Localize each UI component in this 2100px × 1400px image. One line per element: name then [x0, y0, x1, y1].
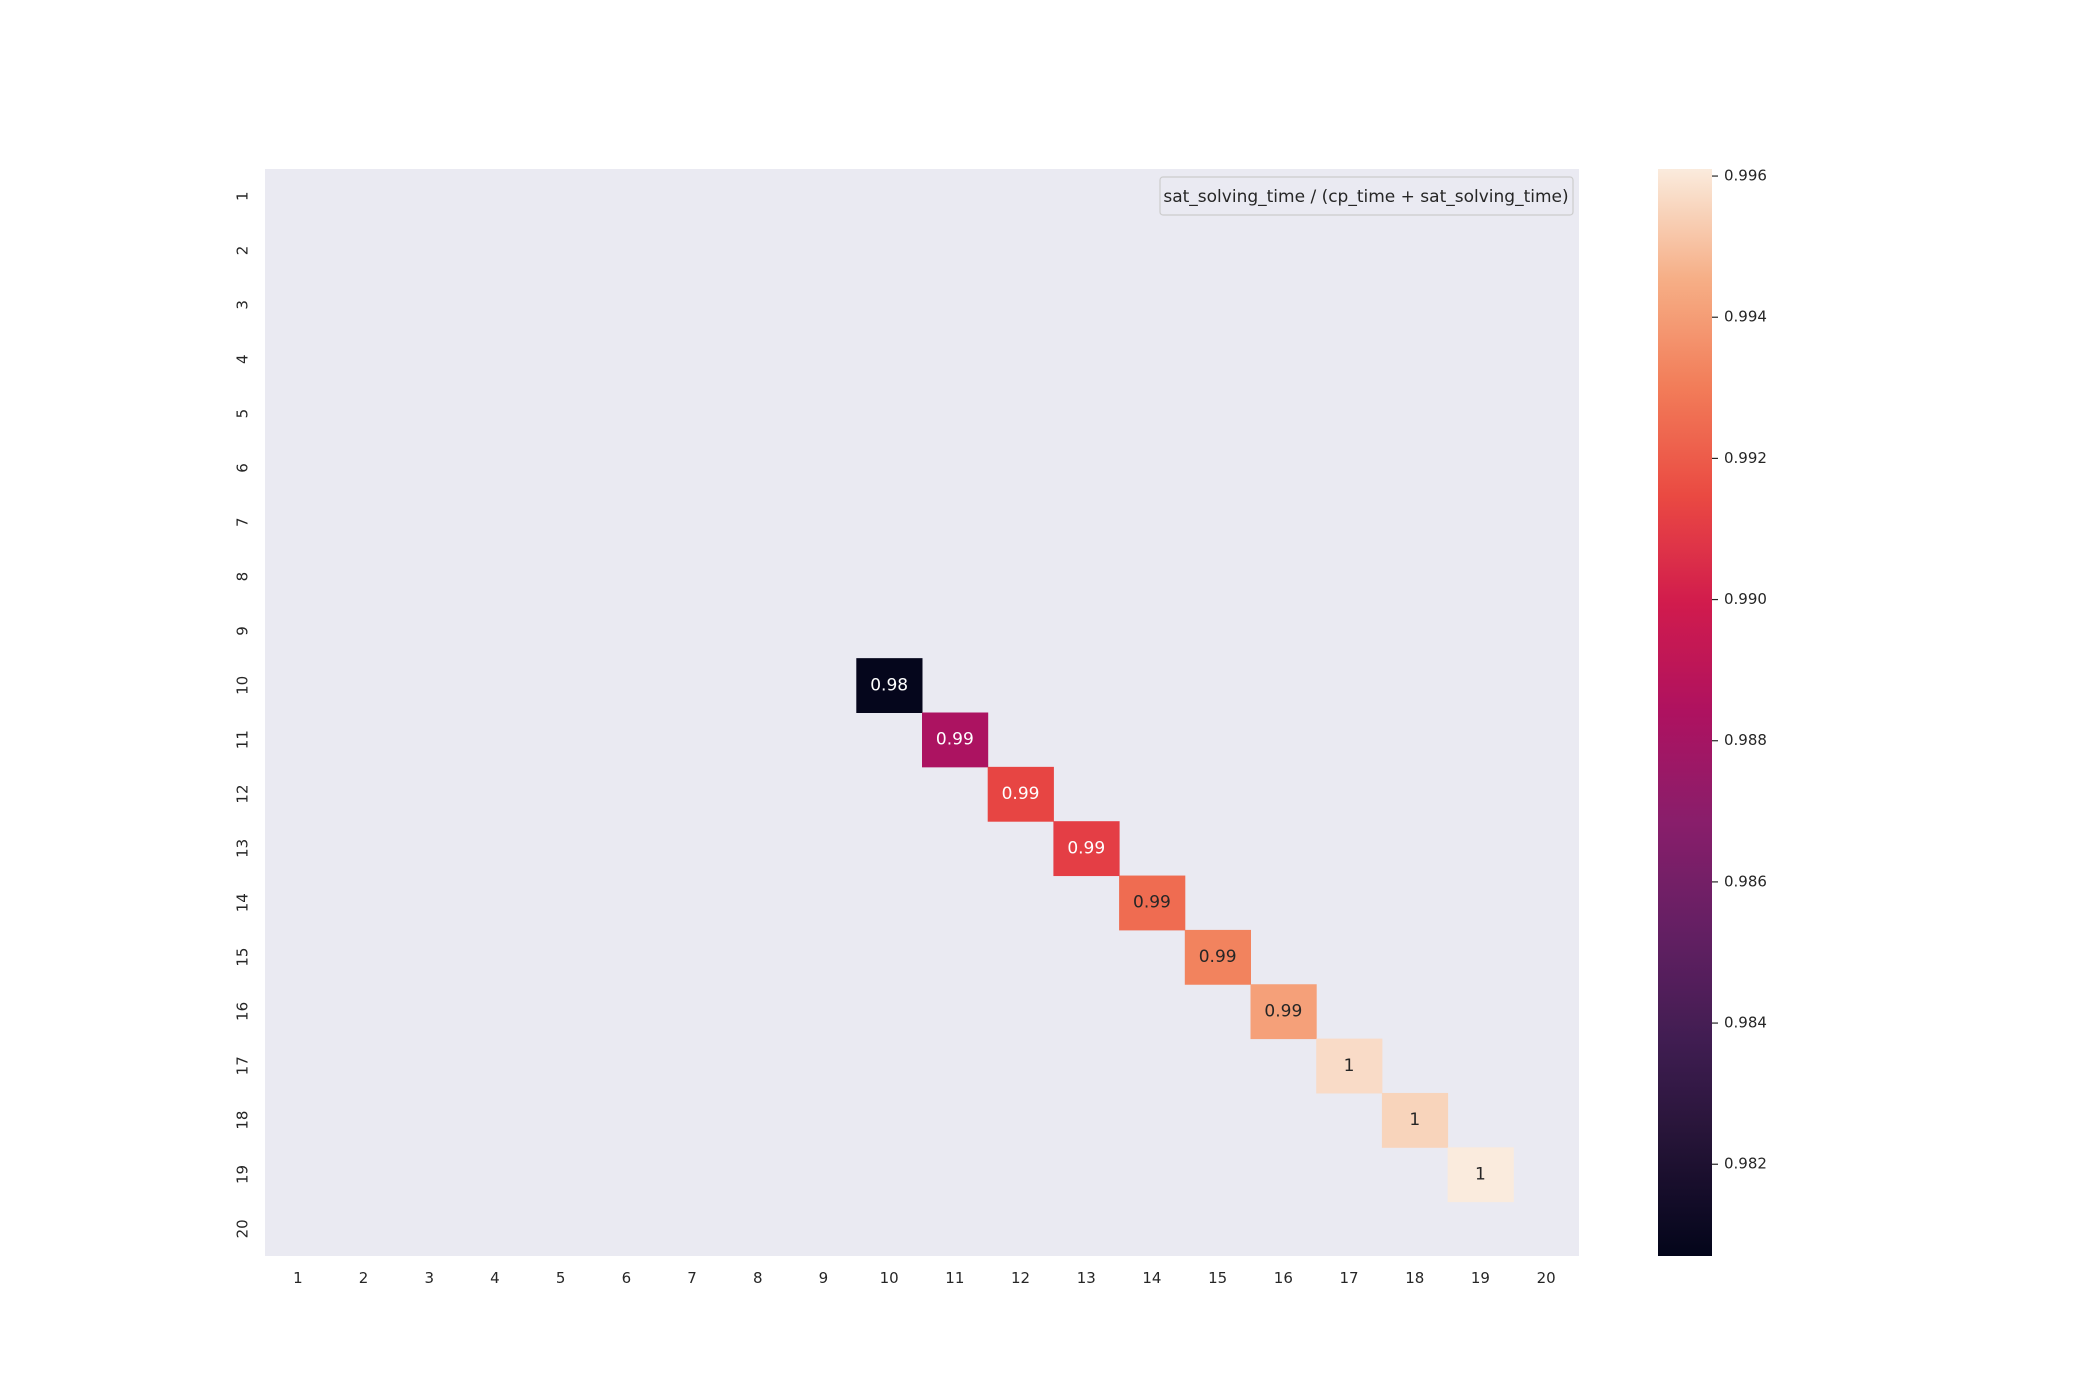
cell-value-label: 0.99 — [1264, 1001, 1302, 1021]
y-tick-label: 2 — [234, 246, 252, 256]
colorbar: 0.982 0.984 0.986 0.988 0.990 0.992 0.994 0.996 — [1658, 167, 1767, 1256]
y-tick-label: 10 — [234, 676, 252, 695]
y-tick-label: 1 — [234, 191, 252, 201]
cell-value-label: 0.99 — [1133, 893, 1171, 913]
cell-value-label: 1 — [1409, 1110, 1420, 1130]
x-tick-label: 6 — [622, 1269, 632, 1287]
legend-label: sat_solving_time / (cp_time + sat_solvin… — [1163, 187, 1568, 207]
y-tick-label: 4 — [234, 354, 252, 364]
colorbar-tick-label: 0.994 — [1724, 308, 1767, 326]
y-tick-label: 9 — [234, 626, 252, 636]
cell-value-label: 0.99 — [1067, 838, 1105, 858]
y-tick-label: 8 — [234, 572, 252, 582]
x-tick-label: 20 — [1537, 1269, 1556, 1287]
x-tick-label: 7 — [687, 1269, 697, 1287]
colorbar-tick-label: 0.996 — [1724, 167, 1767, 185]
x-tick-label: 8 — [753, 1269, 763, 1287]
x-tick-label: 3 — [424, 1269, 434, 1287]
heatmap-cell — [987, 766, 1054, 822]
colorbar-gradient — [1658, 169, 1712, 1256]
x-tick-label: 13 — [1077, 1269, 1096, 1287]
colorbar-tick-label: 0.988 — [1724, 731, 1767, 749]
heatmap-cells: 0.98 0.99 0.99 0.99 0.99 0.99 0.99 1 1 1 — [856, 658, 1514, 1203]
y-tick-label: 7 — [234, 518, 252, 528]
cell-value-label: 1 — [1344, 1056, 1355, 1076]
cell-value-label: 0.99 — [1199, 947, 1237, 967]
y-tick-label: 14 — [234, 893, 252, 912]
heatmap-cell — [856, 658, 923, 713]
colorbar-tick-label: 0.992 — [1724, 449, 1767, 467]
y-tick-label: 19 — [234, 1165, 252, 1184]
cell-value-label: 0.98 — [870, 675, 908, 695]
colorbar-tick-label: 0.982 — [1724, 1155, 1767, 1173]
x-tick-label: 4 — [490, 1269, 500, 1287]
cell-value-label: 0.99 — [1002, 784, 1040, 804]
heatmap-cell — [1250, 984, 1317, 1040]
x-tick-label: 10 — [880, 1269, 899, 1287]
x-tick-label: 2 — [359, 1269, 369, 1287]
y-tick-label: 11 — [234, 730, 252, 749]
y-tick-label: 5 — [234, 409, 252, 419]
y-tick-label: 6 — [234, 463, 252, 473]
cell-value-label: 1 — [1475, 1164, 1486, 1184]
y-tick-label: 15 — [234, 948, 252, 967]
heatmap-cell — [1447, 1147, 1514, 1203]
x-tick-label: 5 — [556, 1269, 566, 1287]
heatmap-cell — [1119, 875, 1186, 931]
y-tick-label: 13 — [234, 839, 252, 858]
heatmap-cell — [1316, 1038, 1383, 1094]
x-tick-label: 14 — [1142, 1269, 1161, 1287]
y-tick-label: 20 — [234, 1219, 252, 1238]
y-tick-label: 18 — [234, 1111, 252, 1130]
legend: sat_solving_time / (cp_time + sat_solvin… — [1159, 176, 1574, 216]
x-tick-label: 19 — [1471, 1269, 1490, 1287]
colorbar-tick-label: 0.984 — [1724, 1014, 1767, 1032]
cell-value-label: 0.99 — [936, 730, 974, 750]
x-tick-label: 12 — [1011, 1269, 1030, 1287]
x-tick-label: 1 — [293, 1269, 303, 1287]
x-tick-label: 17 — [1340, 1269, 1359, 1287]
heatmap-cell — [1184, 929, 1251, 985]
colorbar-tick-label: 0.986 — [1724, 872, 1767, 890]
x-tick-label: 9 — [819, 1269, 829, 1287]
y-tick-label: 17 — [234, 1056, 252, 1075]
x-tick-label: 16 — [1274, 1269, 1293, 1287]
y-tick-label: 3 — [234, 300, 252, 310]
y-tick-label: 12 — [234, 784, 252, 803]
x-axis-ticks: 1 2 3 4 5 6 7 8 9 10 11 12 13 14 15 16 17 18 19 20 — [293, 1269, 1556, 1287]
heatmap-cell — [922, 712, 989, 768]
x-tick-label: 15 — [1208, 1269, 1227, 1287]
legend-frame — [1159, 176, 1574, 216]
colorbar-tick-label: 0.990 — [1724, 590, 1767, 608]
heatmap-cell — [1053, 821, 1120, 877]
x-tick-label: 18 — [1405, 1269, 1424, 1287]
heatmap-cell — [1381, 1092, 1449, 1148]
x-tick-label: 11 — [945, 1269, 964, 1287]
y-tick-label: 16 — [234, 1002, 252, 1021]
